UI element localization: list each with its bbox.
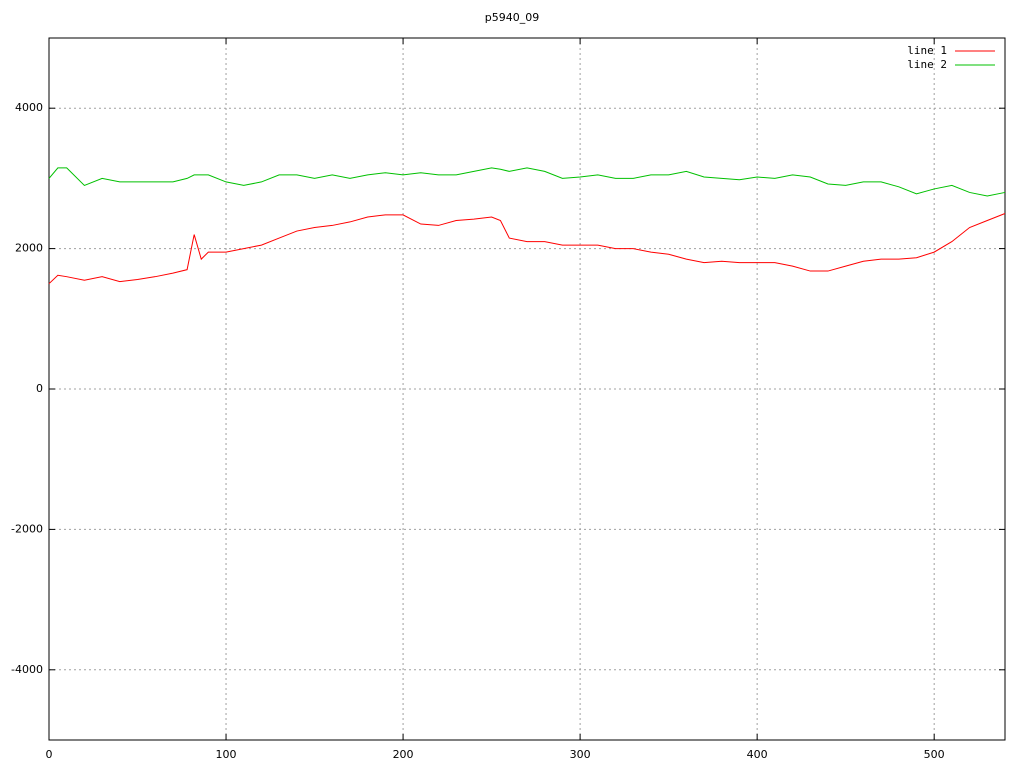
y-tick-label: -4000 [11, 663, 43, 676]
y-tick-label: 0 [36, 382, 43, 395]
plot-frame [48, 37, 1006, 741]
y-tick-label: 2000 [15, 242, 43, 255]
data-line [48, 167, 1006, 197]
y-tick-label: -2000 [11, 522, 43, 535]
x-tick-label: 300 [570, 748, 591, 761]
x-tick-label: 500 [924, 748, 945, 761]
legend-label: line 2 [907, 58, 947, 71]
data-line [48, 213, 1006, 285]
legend-label: line 1 [907, 44, 947, 57]
x-tick-label: 400 [747, 748, 768, 761]
x-tick-label: 100 [216, 748, 237, 761]
chart-title: p5940_09 [485, 11, 539, 24]
y-tick-label: 4000 [15, 101, 43, 114]
x-tick-label: 200 [393, 748, 414, 761]
x-tick-label: 0 [46, 748, 53, 761]
